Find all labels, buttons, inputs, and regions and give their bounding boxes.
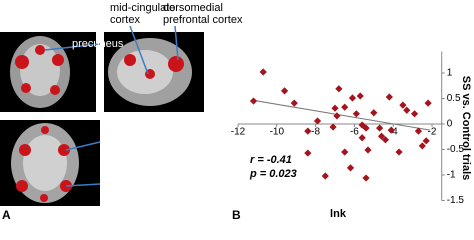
x-tick-label: -12 bbox=[231, 127, 246, 138]
stat-text: r = -0.41 bbox=[250, 154, 292, 166]
y-tick-label: -1.5 bbox=[447, 195, 465, 206]
annotation: mid-cingulate bbox=[110, 2, 175, 14]
point bbox=[370, 109, 378, 117]
x-tick-label: -6 bbox=[350, 127, 359, 138]
annotation: cortex bbox=[110, 14, 140, 26]
point bbox=[399, 101, 407, 109]
figure: mid-cingulatecortexdorsomedialprefrontal… bbox=[0, 2, 472, 222]
point bbox=[387, 126, 395, 134]
point bbox=[358, 121, 366, 129]
annotation: precuneus bbox=[72, 38, 124, 50]
point bbox=[410, 110, 419, 118]
point bbox=[418, 142, 426, 150]
point bbox=[341, 103, 349, 111]
panel-label: B bbox=[232, 208, 241, 222]
page: {"figure": { "panel_a": {"label": "A", "… bbox=[0, 0, 474, 224]
point bbox=[414, 127, 423, 135]
x-tick-label: -4 bbox=[389, 127, 398, 138]
point bbox=[304, 149, 312, 157]
point bbox=[333, 112, 341, 120]
point bbox=[385, 93, 393, 101]
point bbox=[321, 172, 329, 180]
brain-images bbox=[0, 25, 204, 206]
point bbox=[424, 99, 432, 107]
point bbox=[362, 124, 370, 132]
point bbox=[376, 124, 384, 132]
point bbox=[352, 110, 360, 118]
point bbox=[358, 134, 366, 142]
point bbox=[313, 117, 322, 125]
y-tick-label: -1 bbox=[447, 170, 456, 181]
x-tick-label: -2 bbox=[428, 127, 437, 138]
point bbox=[331, 104, 339, 112]
point bbox=[304, 127, 312, 135]
stat-text: p = 0.023 bbox=[249, 168, 297, 180]
point bbox=[422, 137, 430, 145]
point bbox=[377, 132, 386, 140]
annotation: prefrontal cortex bbox=[102, 142, 182, 154]
annotations: mid-cingulatecortexdorsomedialprefrontal… bbox=[72, 2, 243, 198]
point bbox=[403, 106, 411, 114]
annotation: prefrontal cortex bbox=[163, 14, 243, 26]
point bbox=[341, 148, 349, 156]
annotation: dorsomedial bbox=[163, 2, 223, 14]
x-axis-label: lnk bbox=[330, 208, 347, 220]
point bbox=[290, 99, 298, 107]
annotation: dorsolateral bbox=[102, 130, 159, 142]
point bbox=[381, 136, 390, 144]
y-tick-label: -0.5 bbox=[447, 144, 465, 155]
x-tick-label: -8 bbox=[311, 127, 320, 138]
annotation: cortex bbox=[102, 186, 132, 198]
point bbox=[395, 148, 403, 156]
point bbox=[335, 85, 343, 93]
y-tick-label: 0 bbox=[447, 119, 453, 130]
point bbox=[362, 174, 370, 182]
y-tick-label: 1 bbox=[447, 68, 453, 79]
point bbox=[346, 164, 355, 172]
point bbox=[348, 94, 357, 102]
point bbox=[259, 68, 267, 76]
y-axis-label: SS vs. Control trials bbox=[460, 76, 472, 181]
trend-line bbox=[251, 99, 431, 131]
point bbox=[356, 92, 364, 100]
point bbox=[249, 97, 258, 105]
point bbox=[280, 87, 289, 95]
annotation: inferior parietal bbox=[102, 174, 175, 186]
panel-label: A bbox=[2, 208, 11, 222]
point bbox=[329, 123, 337, 131]
point bbox=[364, 146, 372, 154]
y-tick-label: 0.5 bbox=[447, 93, 461, 104]
x-tick-label: -10 bbox=[270, 127, 285, 138]
